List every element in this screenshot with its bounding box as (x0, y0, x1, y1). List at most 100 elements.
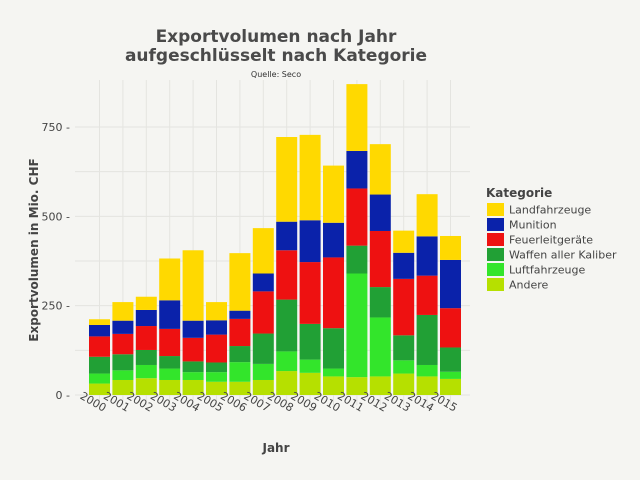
bar-segment[interactable] (346, 84, 368, 151)
bar-segment[interactable] (229, 381, 251, 395)
bar-segment[interactable] (89, 383, 110, 395)
bar-segment[interactable] (369, 376, 391, 395)
bar-segment[interactable] (252, 228, 274, 274)
bar-segment[interactable] (159, 258, 181, 301)
bar-segment[interactable] (206, 334, 227, 363)
bar-segment[interactable] (393, 278, 415, 336)
bar-segment[interactable] (229, 253, 251, 311)
bar-segment[interactable] (369, 317, 391, 377)
bar-segment[interactable] (206, 302, 227, 321)
bar-segment[interactable] (393, 373, 415, 395)
bar-segment[interactable] (440, 235, 461, 260)
bar-segment[interactable] (369, 194, 391, 231)
bar-segment[interactable] (416, 236, 438, 276)
bar-segment[interactable] (346, 273, 368, 378)
bar-segment[interactable] (159, 368, 181, 380)
legend-label: Landfahrzeuge (509, 204, 591, 217)
bar-segment[interactable] (89, 356, 110, 374)
bar-segment[interactable] (182, 337, 204, 362)
bar-segment[interactable] (252, 363, 274, 380)
bar-segment[interactable] (135, 378, 157, 395)
bar-segment[interactable] (323, 222, 344, 258)
bar-segment[interactable] (159, 300, 181, 329)
bar-segment[interactable] (440, 378, 461, 395)
bar-segment[interactable] (135, 309, 157, 327)
bar-segment[interactable] (416, 376, 438, 395)
bar-segment[interactable] (135, 296, 157, 310)
bar-segment[interactable] (229, 346, 251, 363)
bar-segment[interactable] (252, 333, 274, 364)
bar-segment[interactable] (323, 328, 344, 369)
bar-segment[interactable] (112, 333, 134, 355)
bar-segment[interactable] (206, 372, 227, 382)
bar-segment[interactable] (182, 361, 204, 373)
bar-segment[interactable] (135, 349, 157, 365)
bar-segment[interactable] (416, 364, 438, 377)
bar-segment[interactable] (299, 134, 321, 221)
bar-segment[interactable] (159, 328, 181, 357)
bar-segment[interactable] (440, 308, 461, 348)
bar-segment[interactable] (206, 320, 227, 335)
bar-segment[interactable] (323, 257, 344, 329)
bar-segment[interactable] (206, 362, 227, 373)
bar-segment[interactable] (416, 194, 438, 237)
bar-segment[interactable] (252, 379, 274, 395)
y-tick-label: 500 - (42, 210, 70, 223)
bar-segment[interactable] (159, 379, 181, 395)
bar-segment[interactable] (182, 320, 204, 338)
bar-segment[interactable] (393, 335, 415, 361)
bar-segment[interactable] (369, 144, 391, 195)
bar-segment[interactable] (159, 356, 181, 369)
bar-segment[interactable] (182, 250, 204, 321)
bar-segment[interactable] (393, 230, 415, 253)
bar-segment[interactable] (276, 250, 298, 300)
bar-segment[interactable] (323, 368, 344, 377)
bar-segment[interactable] (135, 326, 157, 350)
bar-segment[interactable] (299, 220, 321, 263)
bar-segment[interactable] (346, 150, 368, 189)
bar-segment[interactable] (440, 259, 461, 309)
bar-segment[interactable] (369, 287, 391, 318)
bar-segment[interactable] (276, 137, 298, 222)
bar-segment[interactable] (229, 310, 251, 319)
bar-segment[interactable] (276, 299, 298, 352)
y-tick-label: 250 - (42, 300, 70, 313)
bar-segment[interactable] (135, 364, 157, 379)
legend-swatch (487, 278, 504, 291)
bar-segment[interactable] (112, 354, 134, 371)
bar-segment[interactable] (276, 351, 298, 372)
bar-segment[interactable] (346, 188, 368, 246)
bar-segment[interactable] (252, 291, 274, 334)
bar-segment[interactable] (112, 379, 134, 395)
bar-segment[interactable] (299, 323, 321, 360)
bar-segment[interactable] (393, 252, 415, 279)
bar-segment[interactable] (229, 362, 251, 382)
bar-segment[interactable] (299, 372, 321, 395)
bar-segment[interactable] (440, 347, 461, 372)
bar-segment[interactable] (229, 318, 251, 347)
bar-segment[interactable] (112, 302, 134, 321)
bar-segment[interactable] (182, 372, 204, 380)
bar-segment[interactable] (112, 370, 134, 380)
bar-segment[interactable] (323, 165, 344, 223)
bar-segment[interactable] (323, 376, 344, 395)
bar-segment[interactable] (112, 320, 134, 334)
bar-segment[interactable] (276, 221, 298, 251)
bar-segment[interactable] (299, 262, 321, 324)
bar-segment[interactable] (416, 314, 438, 365)
bar-segment[interactable] (346, 377, 368, 395)
bar-segment[interactable] (416, 275, 438, 315)
bar-segment[interactable] (252, 273, 274, 292)
bar-segment[interactable] (440, 371, 461, 379)
bar-segment[interactable] (393, 360, 415, 374)
bar-segment[interactable] (369, 230, 391, 288)
bar-segment[interactable] (89, 373, 110, 384)
bar-segment[interactable] (89, 319, 110, 325)
bar-segment[interactable] (299, 359, 321, 373)
bar-segment[interactable] (276, 371, 298, 395)
bar-segment[interactable] (346, 245, 368, 274)
bar-segment[interactable] (182, 379, 204, 395)
bar-segment[interactable] (89, 324, 110, 337)
bar-segment[interactable] (89, 336, 110, 357)
bar-segment[interactable] (206, 381, 227, 395)
